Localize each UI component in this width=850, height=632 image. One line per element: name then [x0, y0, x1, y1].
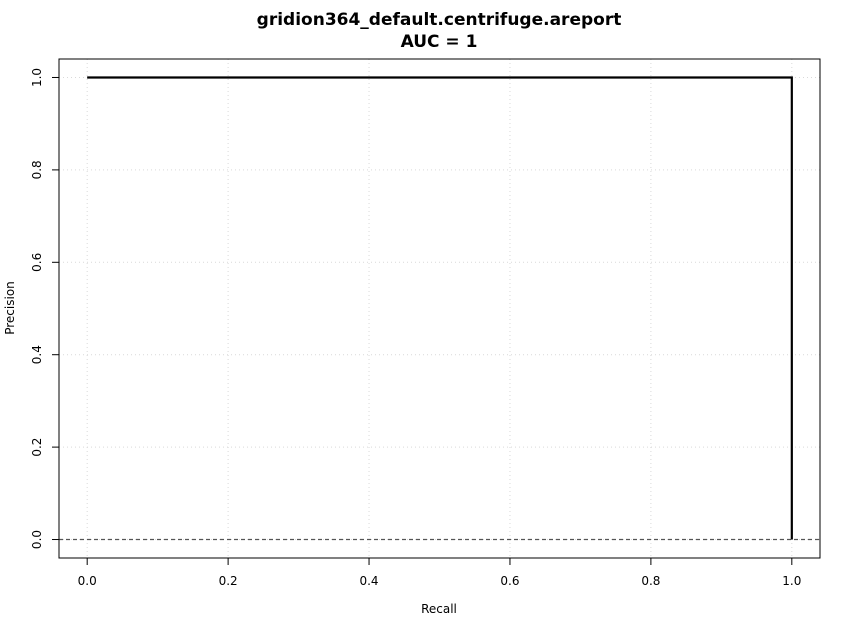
y-axis: 0.0 0.2 0.4 0.6 0.8 1.0	[30, 68, 59, 549]
pr-curve-line	[87, 76, 793, 540]
x-axis-label: Recall	[421, 602, 457, 616]
y-axis-label: Precision	[3, 281, 17, 335]
x-tick-label: 0.0	[78, 574, 97, 588]
y-tick-label: 0.0	[30, 530, 44, 549]
y-tick-label: 0.8	[30, 160, 44, 179]
chart-subtitle: AUC = 1	[401, 32, 478, 52]
plot-frame	[58, 58, 821, 559]
x-tick-label: 0.8	[641, 574, 660, 588]
grid-lines	[59, 59, 820, 558]
series-group	[87, 76, 793, 540]
y-tick-label: 0.6	[30, 253, 44, 272]
y-tick-label: 0.2	[30, 438, 44, 457]
x-tick-label: 0.6	[500, 574, 519, 588]
x-tick-label: 1.0	[782, 574, 801, 588]
x-tick-label: 0.4	[359, 574, 378, 588]
x-tick-label: 0.2	[219, 574, 238, 588]
chart-title: gridion364_default.centrifuge.areport	[257, 10, 622, 30]
y-tick-label: 1.0	[30, 68, 44, 87]
y-tick-label: 0.4	[30, 345, 44, 364]
x-axis: 0.0 0.2 0.4 0.6 0.8 1.0	[78, 558, 801, 588]
